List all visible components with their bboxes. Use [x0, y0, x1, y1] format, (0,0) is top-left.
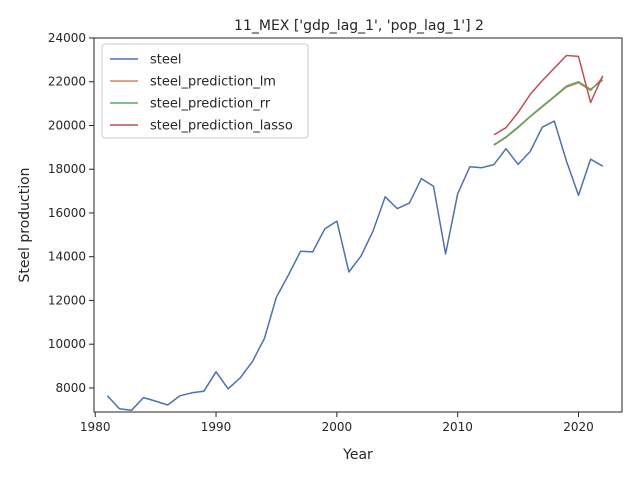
y-tick-label: 8000 [55, 381, 86, 395]
legend-label-steel-prediction-lm: steel_prediction_lm [150, 75, 276, 90]
chart-title: 11_MEX ['gdp_lag_1', 'pop_lag_1'] 2 [234, 18, 484, 34]
x-tick-label: 2010 [442, 420, 473, 434]
y-tick-label: 16000 [48, 206, 86, 220]
legend: steel steel_prediction_lm steel_prediction… [101, 43, 309, 139]
y-tick-label: 10000 [48, 337, 86, 351]
x-axis-label: Year [342, 447, 373, 463]
y-tick-label: 12000 [48, 293, 86, 307]
y-tick-label: 20000 [48, 118, 86, 132]
y-tick-label: 18000 [48, 162, 86, 176]
x-tick-label: 2020 [563, 420, 594, 434]
x-tick-label: 1990 [201, 420, 232, 434]
series-line-steel-prediction-lasso [493, 54, 604, 136]
plot-area-frame [93, 37, 623, 413]
legend-label-steel: steel [150, 53, 181, 68]
y-axis-ticks: 8000 10000 12000 14000 16000 18000 20000 22000 2… [48, 31, 94, 395]
y-tick-label: 22000 [48, 75, 86, 89]
x-tick-label: 2000 [322, 420, 353, 434]
y-axis-label: Steel production [17, 167, 33, 282]
legend-label-steel-prediction-lasso: steel_prediction_lasso [150, 119, 293, 134]
series-line-steel-prediction-rr [493, 79, 604, 146]
y-tick-label: 14000 [48, 250, 86, 264]
legend-box [101, 43, 309, 139]
legend-label-steel-prediction-rr: steel_prediction_rr [150, 97, 271, 112]
plot-lines [106, 54, 604, 412]
y-tick-label: 24000 [48, 31, 86, 45]
series-line-steel [106, 120, 604, 412]
x-axis-ticks: 1980 1990 2000 2010 2020 [80, 412, 594, 434]
x-tick-label: 1980 [80, 420, 111, 434]
